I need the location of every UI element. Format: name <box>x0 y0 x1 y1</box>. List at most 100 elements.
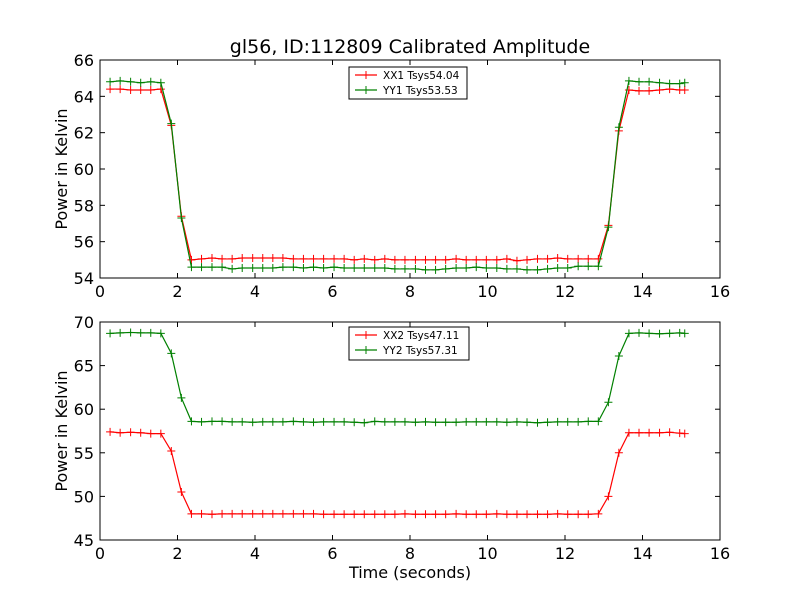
data-point-yy1 <box>197 263 206 272</box>
data-point-xx1 <box>655 85 664 94</box>
data-point-xx1 <box>492 255 501 264</box>
data-point-xx1 <box>319 254 328 263</box>
data-point-yy1 <box>482 264 491 273</box>
legend-label-yy1: YY1 Tsys53.53 <box>382 85 458 97</box>
data-point-yy1 <box>635 77 644 86</box>
data-point-yy1 <box>319 264 328 273</box>
data-point-xx1 <box>299 254 308 263</box>
data-point-xx1 <box>431 255 440 264</box>
data-point-xx2 <box>228 509 237 518</box>
y-tick-label: 50 <box>74 487 94 506</box>
data-point-xx1 <box>421 255 430 264</box>
x-tick-label: 10 <box>477 282 497 301</box>
data-point-yy2 <box>258 417 267 426</box>
data-point-xx1 <box>594 254 603 263</box>
data-point-xx2 <box>330 510 339 519</box>
data-point-yy2 <box>604 398 613 407</box>
data-point-yy2 <box>563 417 572 426</box>
data-point-xx2 <box>319 510 328 519</box>
y-tick-label: 55 <box>74 444 94 463</box>
data-point-yy1 <box>665 79 674 88</box>
x-tick-label: 8 <box>405 544 415 563</box>
data-point-xx2 <box>594 509 603 518</box>
x-tick-label: 2 <box>172 544 182 563</box>
data-point-yy1 <box>218 263 227 272</box>
data-point-yy2 <box>680 329 689 338</box>
data-point-yy2 <box>218 417 227 426</box>
data-point-yy2 <box>278 417 287 426</box>
data-point-xx1 <box>574 254 583 263</box>
data-point-yy1 <box>380 264 389 273</box>
data-point-xx1 <box>330 254 339 263</box>
data-point-yy2 <box>289 417 298 426</box>
data-point-xx2 <box>614 448 623 457</box>
data-point-xx1 <box>543 254 552 263</box>
data-point-xx2 <box>390 510 399 519</box>
data-point-yy1 <box>177 214 186 223</box>
y-tick-label: 64 <box>74 87 94 106</box>
x-tick-label: 16 <box>710 282 730 301</box>
data-point-xx2 <box>452 509 461 518</box>
data-point-yy2 <box>167 349 176 358</box>
data-point-xx2 <box>106 427 115 436</box>
data-point-xx1 <box>268 254 277 263</box>
data-point-xx1 <box>523 255 532 264</box>
data-point-xx2 <box>207 510 216 519</box>
data-point-xx2 <box>431 510 440 519</box>
y-axis-label: Power in Kelvin <box>52 108 71 229</box>
data-point-yy1 <box>400 264 409 273</box>
data-point-xx2 <box>136 428 145 437</box>
data-point-xx1 <box>635 86 644 95</box>
data-point-xx1 <box>207 254 216 263</box>
data-point-yy2 <box>187 417 196 426</box>
data-point-xx2 <box>462 510 471 519</box>
data-point-xx1 <box>360 254 369 263</box>
data-point-xx1 <box>533 254 542 263</box>
data-point-yy1 <box>106 77 115 86</box>
data-point-yy2 <box>645 329 654 338</box>
data-point-xx2 <box>604 492 613 501</box>
data-point-xx1 <box>126 85 135 94</box>
x-tick-label: 14 <box>632 282 652 301</box>
data-point-xx2 <box>126 428 135 437</box>
data-point-yy1 <box>574 262 583 271</box>
data-point-xx1 <box>472 255 481 264</box>
data-point-yy1 <box>207 263 216 272</box>
data-point-xx1 <box>350 255 359 264</box>
data-point-xx2 <box>116 428 125 437</box>
data-point-xx1 <box>645 86 654 95</box>
series-line-xx1 <box>110 88 685 262</box>
data-point-yy2 <box>431 418 440 427</box>
data-point-yy1 <box>167 119 176 128</box>
data-point-xx1 <box>309 254 318 263</box>
data-point-xx1 <box>278 254 287 263</box>
legend-marker-yy2 <box>362 346 370 354</box>
figure-title: gl56, ID:112809 Calibrated Amplitude <box>230 36 590 58</box>
data-point-xx2 <box>299 509 308 518</box>
data-point-yy2 <box>655 329 664 338</box>
data-point-xx1 <box>289 254 298 263</box>
data-point-yy2 <box>472 417 481 426</box>
data-point-xx2 <box>289 509 298 518</box>
data-point-yy1 <box>553 264 562 273</box>
data-point-xx1 <box>553 254 562 263</box>
data-point-yy1 <box>431 265 440 274</box>
data-point-yy1 <box>330 263 339 272</box>
data-point-xx1 <box>106 85 115 94</box>
data-point-xx1 <box>340 254 349 263</box>
data-point-xx1 <box>146 85 155 94</box>
data-point-xx2 <box>574 510 583 519</box>
legend-box <box>348 66 468 100</box>
data-point-xx1 <box>563 254 572 263</box>
data-point-yy2 <box>421 417 430 426</box>
data-point-yy1 <box>502 264 511 273</box>
data-point-yy1 <box>594 262 603 271</box>
data-point-yy1 <box>421 265 430 274</box>
data-point-yy2 <box>492 417 501 426</box>
data-point-yy2 <box>309 418 318 427</box>
data-point-yy2 <box>330 417 339 426</box>
data-point-xx1 <box>680 85 689 94</box>
data-point-yy2 <box>197 417 206 426</box>
